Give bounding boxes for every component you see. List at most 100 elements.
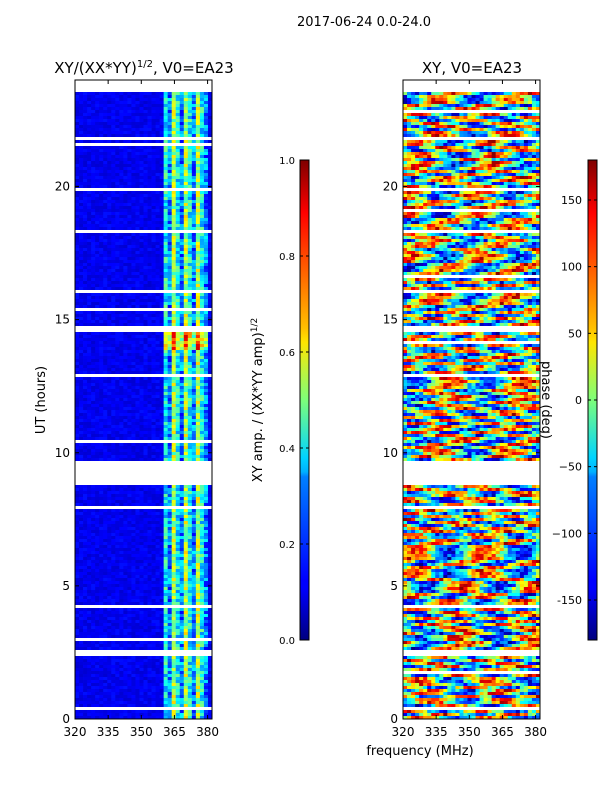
heat-cell	[151, 500, 156, 503]
heat-cell	[103, 455, 108, 458]
heat-cell	[123, 362, 128, 365]
heat-cell	[107, 458, 112, 461]
heat-cell	[187, 563, 193, 566]
heat-cell	[207, 155, 212, 158]
heat-cell	[163, 521, 169, 524]
heat-cell	[175, 251, 181, 254]
heat-cell	[123, 185, 128, 188]
heat-cell	[207, 338, 212, 341]
heat-cell	[131, 398, 136, 401]
heat-cell	[207, 488, 212, 491]
heat-cell	[167, 578, 173, 581]
heat-cell	[123, 302, 128, 305]
heat-cell	[135, 587, 140, 590]
heat-cell	[163, 443, 169, 446]
heat-cell	[183, 242, 189, 245]
heat-cell	[183, 95, 189, 98]
heat-cell	[155, 419, 161, 422]
heat-cell	[131, 338, 136, 341]
heat-cell	[175, 272, 181, 275]
heat-cell	[99, 428, 104, 431]
heat-cell	[143, 197, 148, 200]
heat-cell	[111, 458, 116, 461]
heat-cell	[75, 488, 80, 491]
heat-cell	[159, 332, 165, 335]
heat-cell	[95, 185, 100, 188]
heat-cell	[163, 209, 169, 212]
heat-cell	[195, 224, 201, 227]
heat-cell	[175, 536, 181, 539]
heat-cell	[179, 116, 185, 119]
heat-cell	[127, 557, 132, 560]
heat-cell	[175, 362, 181, 365]
panel1-heatmap[interactable]	[75, 92, 212, 719]
heat-cell	[91, 395, 96, 398]
heat-cell	[199, 128, 205, 131]
heat-cell	[123, 494, 128, 497]
heat-cell	[195, 572, 201, 575]
heat-cell	[91, 509, 96, 512]
heat-cell	[203, 500, 209, 503]
heat-cell	[111, 317, 116, 320]
heat-cell	[75, 302, 80, 305]
heat-cell	[155, 185, 161, 188]
heat-cell	[131, 434, 136, 437]
heat-cell	[151, 185, 156, 188]
heat-cell	[199, 392, 205, 395]
heat-cell	[119, 563, 124, 566]
heat-cell	[123, 254, 128, 257]
heat-cell	[91, 203, 96, 206]
heat-cell	[183, 575, 189, 578]
heat-cell	[195, 419, 201, 422]
heat-cell	[95, 248, 100, 251]
heat-cell	[151, 455, 156, 458]
heat-cell	[175, 194, 181, 197]
heat-cell	[87, 200, 92, 203]
heat-cell	[167, 146, 173, 149]
heat-cell	[203, 419, 209, 422]
heat-cell	[175, 500, 181, 503]
heat-cell	[87, 221, 92, 224]
heat-cell	[103, 416, 108, 419]
heat-cell	[87, 131, 92, 134]
heat-cell	[99, 269, 104, 272]
heat-cell	[207, 293, 212, 296]
heat-cell	[95, 275, 100, 278]
heat-cell	[183, 569, 189, 572]
heat-cell	[163, 434, 169, 437]
heat-cell	[159, 257, 165, 260]
heat-cell	[95, 392, 100, 395]
heat-cell	[99, 545, 104, 548]
heat-cell	[171, 404, 177, 407]
heat-cell	[119, 350, 124, 353]
heat-cell	[87, 413, 92, 416]
heat-cell	[75, 119, 80, 122]
heat-cell	[175, 305, 181, 308]
heat-cell	[119, 239, 124, 242]
heat-cell	[175, 392, 181, 395]
heat-cell	[131, 452, 136, 455]
heat-cell	[207, 416, 212, 419]
heat-cell	[167, 494, 173, 497]
heat-cell	[111, 158, 116, 161]
heat-cell	[111, 227, 116, 230]
heat-cell	[95, 98, 100, 101]
heat-cell	[151, 167, 156, 170]
heat-cell	[75, 416, 80, 419]
heat-cell	[179, 323, 185, 326]
heat-cell	[79, 98, 84, 101]
heat-cell	[151, 302, 156, 305]
heat-cell	[179, 539, 185, 542]
heat-cell	[107, 581, 112, 584]
heat-cell	[139, 176, 144, 179]
heat-cell	[183, 194, 189, 197]
heat-cell	[175, 512, 181, 515]
heat-cell	[75, 98, 80, 101]
heat-cell	[111, 392, 116, 395]
heat-cell	[139, 422, 144, 425]
heat-cell	[187, 194, 193, 197]
heat-cell	[111, 383, 116, 386]
heat-cell	[111, 320, 116, 323]
heat-cell	[195, 407, 201, 410]
heat-cell	[107, 455, 112, 458]
